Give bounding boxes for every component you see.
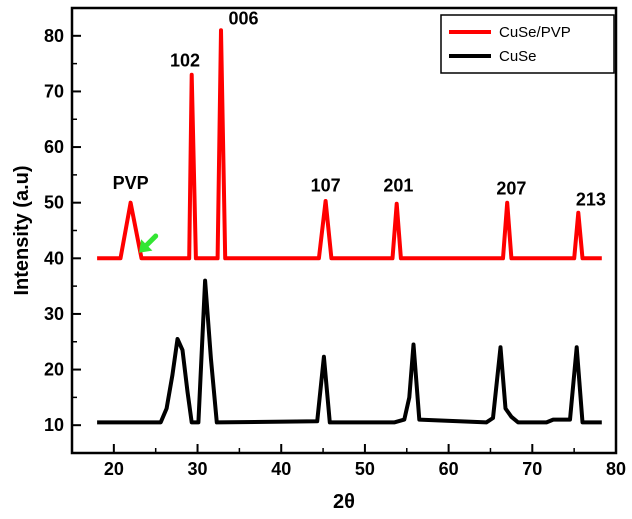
peak-label: 006 [229,9,259,29]
y-tick-label: 70 [44,81,64,101]
y-tick-label: 30 [44,304,64,324]
peak-label: 102 [170,50,200,70]
legend-label-cuse: CuSe [499,48,537,65]
x-axis-title: 2θ [333,491,355,513]
y-tick-label: 20 [44,360,64,380]
peak-label: PVP [113,173,149,193]
peak-label: 213 [576,189,606,209]
y-tick-label: 10 [44,415,64,435]
y-axis-title: Intensity (a.u) [11,165,33,295]
series-layer [97,28,602,425]
peak-label: 107 [311,176,341,196]
pvp-arrow-shaft [144,233,159,248]
x-tick-label: 40 [271,459,291,479]
legend-box [440,14,615,74]
x-tick-label: 80 [606,459,626,479]
x-tick-label: 50 [355,459,375,479]
y-tick-label: 80 [44,26,64,46]
peak-label: 207 [496,178,526,198]
annotation-layer: PVP 102 006 107 201 207 213 [113,9,606,253]
x-tick-label: 20 [104,459,124,479]
x-tick-label: 70 [522,459,542,479]
pvp-arrow-head [139,239,153,253]
legend: CuSe/PVP CuSe [440,14,615,74]
x-tick-label: 60 [439,459,459,479]
x-tick-label: 30 [188,459,208,479]
series-line-0 [97,28,602,261]
y-tick-label: 60 [44,137,64,157]
y-tick-label: 50 [44,193,64,213]
series-line-1 [97,278,602,425]
peak-label: 201 [383,176,413,196]
axis-layer: 20 30 40 50 60 70 80 10 20 30 40 50 60 70 80 [44,26,626,479]
plot-frame [70,6,618,455]
y-tick-label: 40 [44,248,64,268]
legend-label-cuse-pvp: CuSe/PVP [499,24,571,41]
